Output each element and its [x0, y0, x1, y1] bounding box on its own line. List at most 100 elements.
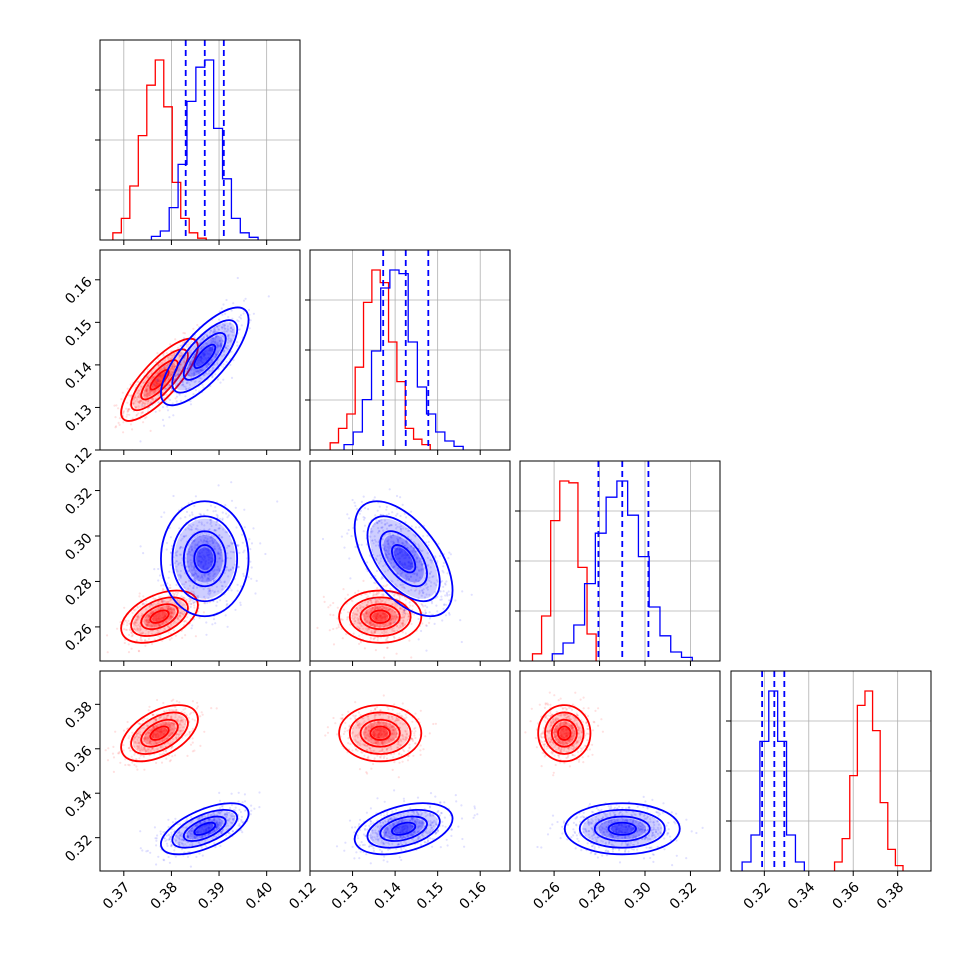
- scatter-point: [195, 855, 198, 859]
- scatter-point: [170, 610, 173, 613]
- scatter-point: [394, 616, 397, 619]
- scatter-point: [434, 556, 437, 559]
- scatter-point: [185, 370, 188, 373]
- scatter-point: [149, 612, 152, 616]
- scatter-point: [405, 577, 408, 580]
- scatter-point: [162, 396, 165, 400]
- scatter-point: [252, 312, 255, 315]
- scatter-point: [159, 723, 162, 726]
- scatter-point: [198, 356, 201, 360]
- scatter-point: [236, 589, 239, 592]
- scatter-point: [407, 613, 410, 616]
- scatter-point: [216, 514, 219, 517]
- scatter-point: [196, 597, 199, 600]
- scatter-point: [230, 327, 233, 330]
- scatter-point: [220, 822, 223, 825]
- scatter-point: [162, 732, 165, 736]
- scatter-point: [395, 514, 398, 517]
- scatter-point: [371, 530, 374, 533]
- scatter-point: [436, 595, 439, 598]
- scatter-point: [187, 374, 190, 377]
- scatter-point: [189, 362, 192, 365]
- scatter-point: [202, 358, 205, 361]
- scatter-point: [131, 428, 134, 431]
- scatter-point: [128, 408, 131, 411]
- scatter-point: [157, 734, 160, 737]
- scatter-point: [390, 562, 393, 565]
- scatter-point: [155, 718, 158, 722]
- scatter-point: [180, 363, 183, 366]
- scatter-point: [138, 394, 141, 397]
- scatter-point: [225, 346, 228, 349]
- scatter-point: [216, 565, 219, 568]
- scatter-point: [401, 608, 404, 611]
- scatter-point: [143, 748, 146, 751]
- scatter-point: [441, 619, 444, 622]
- scatter-point: [401, 553, 404, 556]
- scatter-point: [214, 506, 217, 509]
- scatter-point: [166, 741, 169, 745]
- scatter-point: [386, 607, 389, 610]
- scatter-point: [389, 546, 392, 549]
- scatter-point: [171, 367, 174, 370]
- scatter-point: [164, 367, 167, 370]
- scatter-point: [168, 587, 171, 590]
- scatter-point: [183, 597, 186, 600]
- scatter-point: [213, 342, 216, 345]
- scatter-point: [170, 721, 173, 725]
- scatter-point: [136, 615, 139, 618]
- scatter-point: [228, 544, 231, 547]
- scatter-point: [226, 330, 229, 333]
- scatter-point: [377, 619, 380, 622]
- scatter-point: [145, 389, 148, 392]
- scatter-point: [422, 591, 425, 595]
- scatter-point: [202, 534, 205, 537]
- scatter-point: [154, 389, 157, 393]
- scatter-point: [165, 601, 169, 604]
- scatter-point: [378, 607, 382, 610]
- scatter-point: [144, 388, 147, 391]
- scatter-point: [394, 523, 397, 527]
- scatter-point: [207, 818, 210, 821]
- scatter-point: [168, 838, 172, 841]
- scatter-point: [179, 517, 182, 520]
- scatter-point: [170, 732, 173, 735]
- scatter-point: [160, 731, 164, 734]
- scatter-point: [145, 600, 148, 603]
- scatter-point: [180, 724, 183, 727]
- panel-frame: [99, 249, 301, 451]
- scatter-point: [179, 612, 182, 615]
- scatter-point: [162, 584, 165, 587]
- scatter-point: [447, 557, 450, 560]
- scatter-point: [153, 568, 156, 571]
- scatter-point: [151, 604, 154, 607]
- scatter-point: [377, 616, 381, 619]
- scatter-point: [175, 709, 178, 712]
- scatter-point: [208, 823, 211, 827]
- scatter-point: [191, 548, 194, 551]
- scatter-point: [145, 389, 148, 392]
- scatter-point: [383, 607, 386, 610]
- scatter-point: [151, 725, 154, 729]
- scatter-point: [206, 540, 209, 543]
- scatter-point: [230, 339, 233, 342]
- scatter-point: [165, 541, 169, 545]
- scatter-point: [175, 700, 178, 703]
- scatter-point: [146, 393, 149, 396]
- scatter-point: [122, 421, 125, 424]
- scatter-point: [179, 399, 183, 403]
- scatter-point: [402, 554, 405, 557]
- scatter-point: [198, 512, 201, 515]
- scatter-point: [164, 737, 168, 740]
- scatter-point: [250, 566, 253, 569]
- scatter-point: [356, 621, 359, 624]
- scatter-point: [216, 343, 219, 346]
- scatter-point: [376, 612, 379, 616]
- scatter-point: [181, 729, 185, 732]
- scatter-point: [143, 639, 147, 642]
- scatter-point: [215, 353, 218, 356]
- scatter-point: [200, 836, 203, 839]
- scatter-point: [202, 353, 205, 356]
- scatter-point: [442, 561, 445, 565]
- scatter-point: [203, 602, 206, 605]
